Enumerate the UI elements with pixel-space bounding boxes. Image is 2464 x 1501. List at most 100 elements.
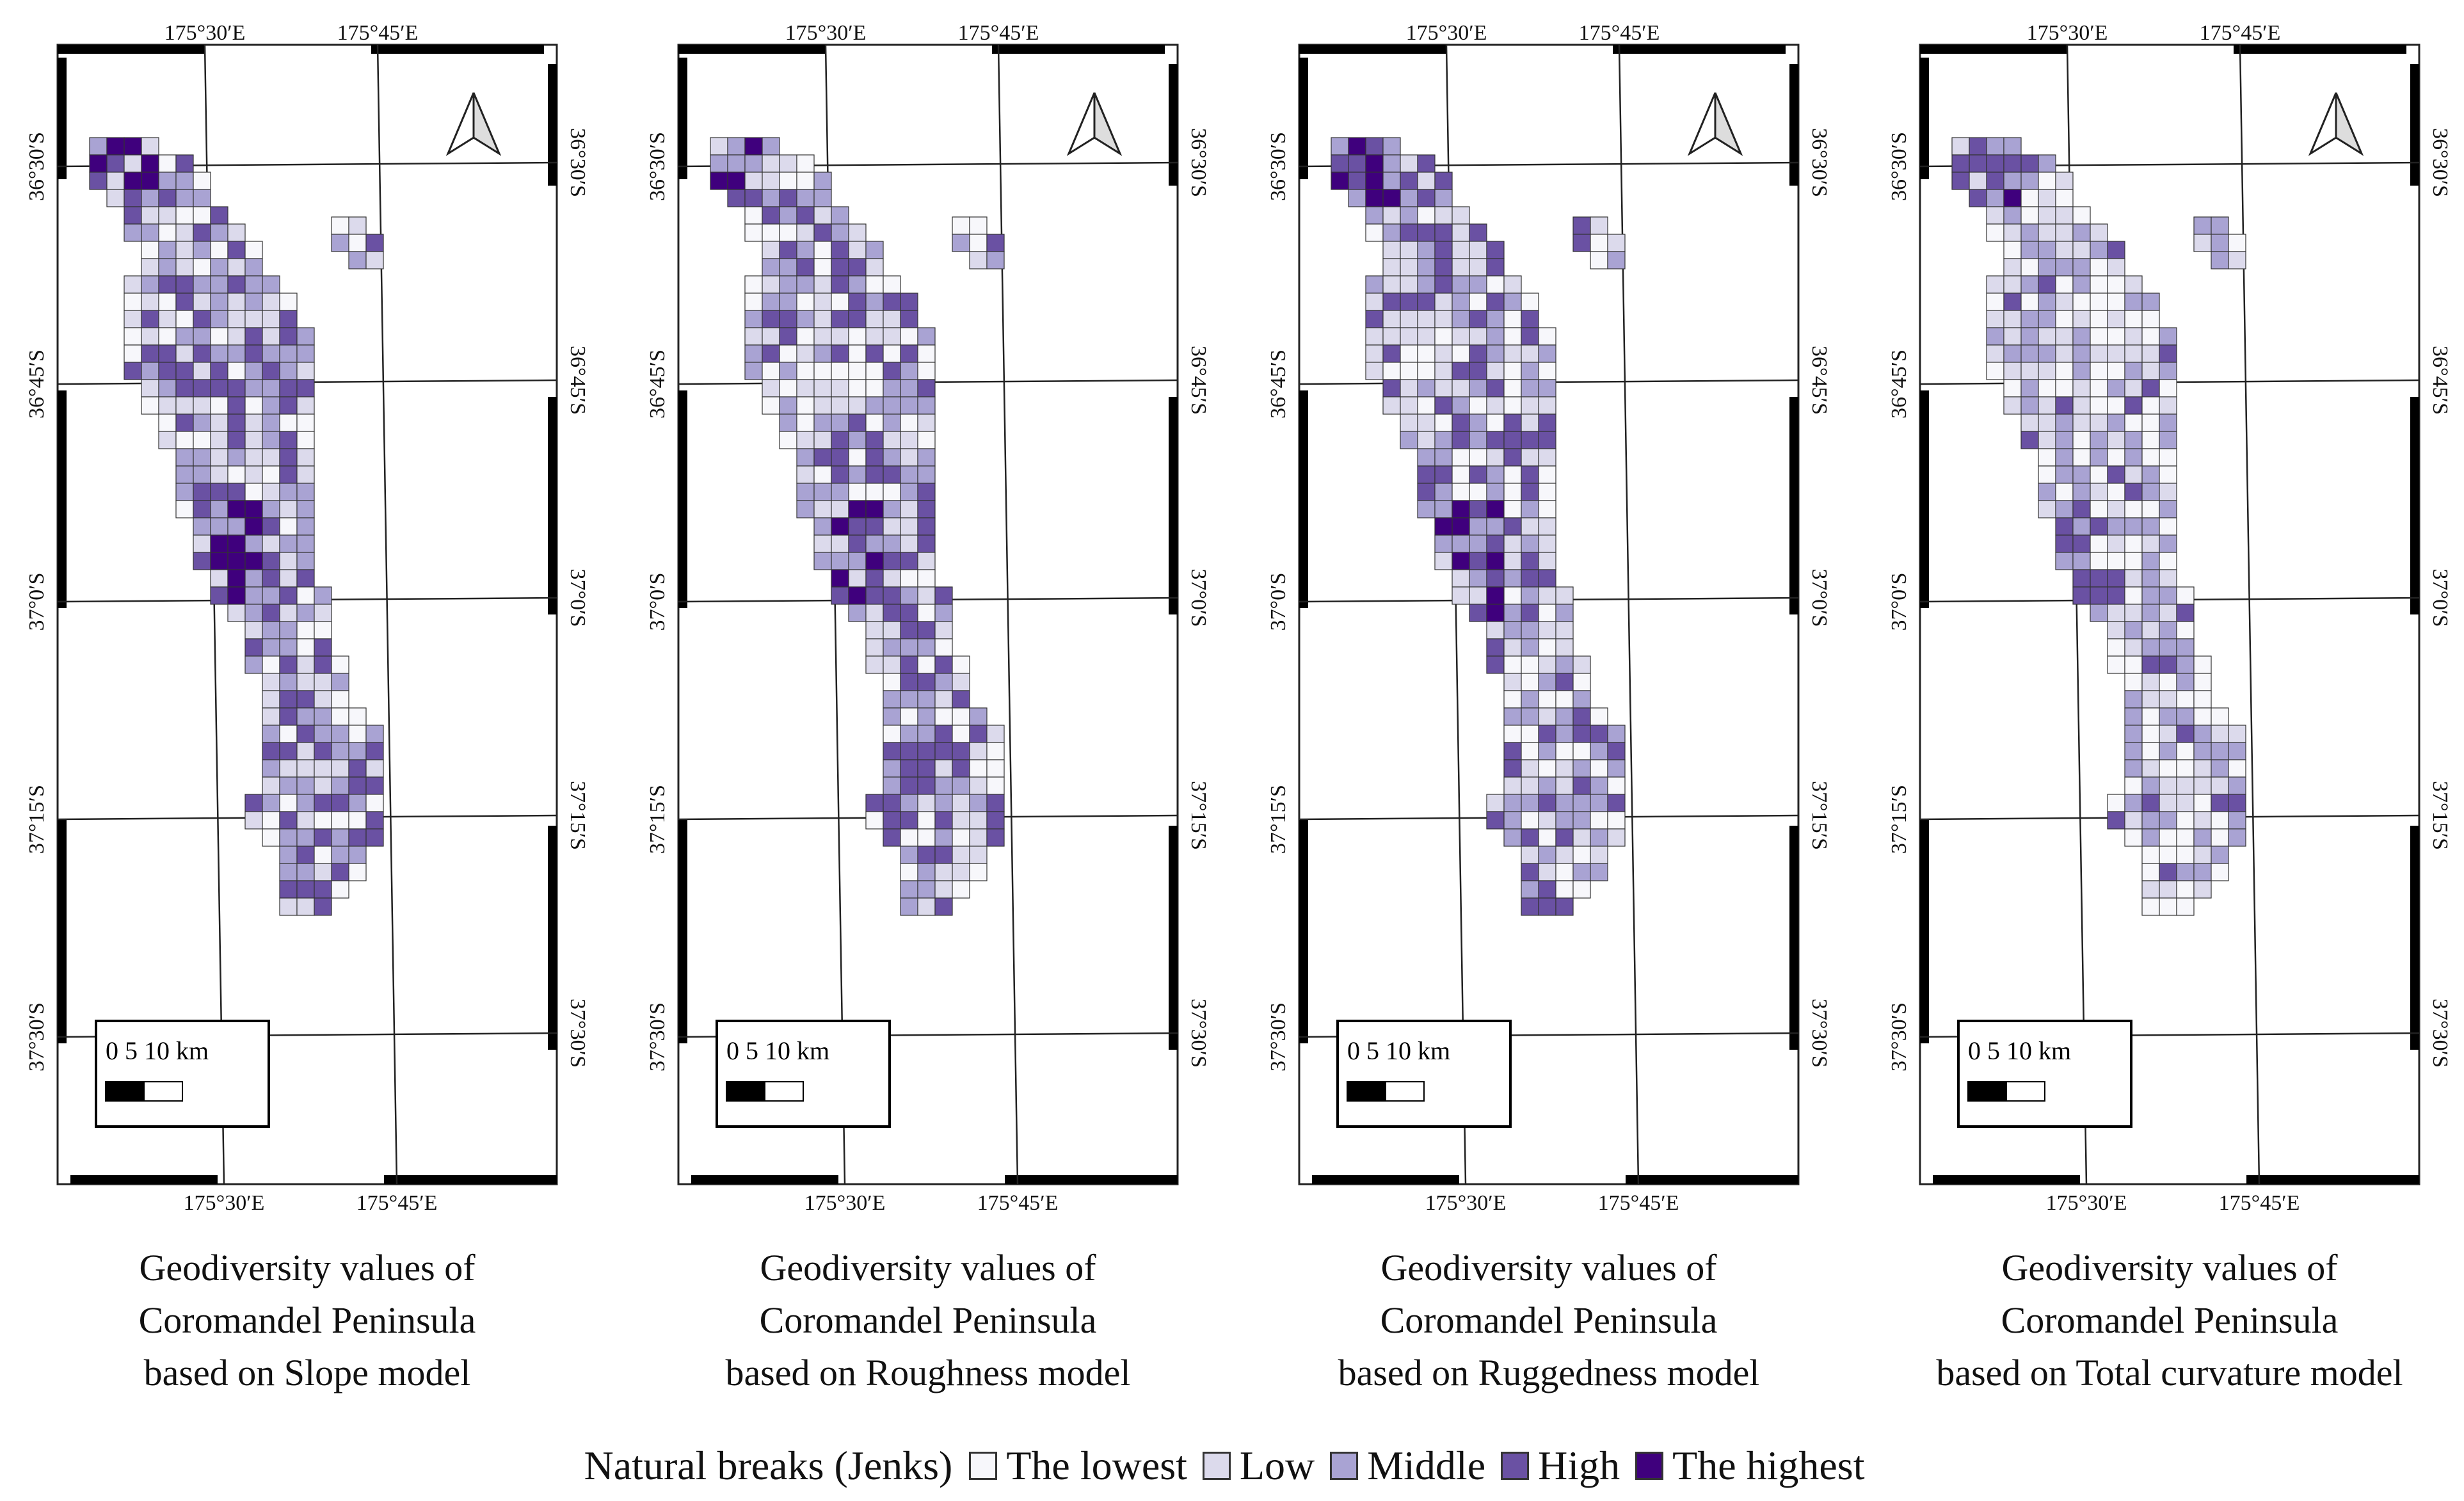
grid-cell (262, 344, 280, 363)
grid-cell (1417, 431, 1436, 449)
grid-cell (175, 396, 194, 415)
grid-cell (2193, 863, 2212, 881)
grid-cell (279, 604, 298, 622)
grid-cell (2176, 604, 2195, 622)
grid-cell (175, 413, 194, 432)
grid-cell (2159, 483, 2177, 501)
grid-cell (848, 396, 867, 415)
grid-cell (193, 189, 211, 207)
grid-cell (1400, 431, 1418, 449)
grid-cell (865, 655, 884, 674)
graticule-bar (1789, 64, 1798, 186)
grid-cell (1434, 241, 1453, 259)
grid-cell (331, 742, 349, 760)
grid-cell (2003, 206, 2022, 225)
grid-cell (865, 293, 884, 311)
grid-cell (2228, 725, 2246, 743)
grid-cell (1538, 897, 1556, 916)
caption-line-2: Coromandel Peninsula (138, 1299, 476, 1341)
grid-cell (865, 534, 884, 553)
grid-cell (762, 362, 780, 380)
grid-cell (2141, 897, 2160, 916)
grid-cell (2107, 413, 2125, 432)
grid-cell (244, 552, 263, 570)
grid-cell (1503, 621, 1522, 639)
grid-cell (831, 413, 849, 432)
grid-cell (227, 465, 246, 484)
grid-cell (141, 396, 159, 415)
grid-cell (2211, 794, 2229, 812)
grid-cell (1521, 621, 1539, 639)
grid-cell (227, 483, 246, 501)
grid-cell (1417, 275, 1436, 294)
grid-cell (314, 811, 332, 830)
grid-cell (1382, 241, 1401, 259)
grid-cell (262, 534, 280, 553)
grid-cell (2176, 621, 2195, 639)
grid-cell (296, 413, 315, 432)
grid-cell (2141, 448, 2160, 467)
grid-cell (900, 396, 918, 415)
grid-cell (210, 431, 228, 449)
lat-tick-label: 37°30′S (1887, 1002, 1911, 1072)
grid-cell (1434, 534, 1453, 553)
grid-cell (1486, 534, 1505, 553)
grid-cell (1521, 880, 1539, 899)
grid-cell (2020, 223, 2039, 242)
grid-cell (141, 293, 159, 311)
grid-cell (296, 863, 315, 881)
grid-cell (141, 189, 159, 207)
grid-cell (1503, 655, 1522, 674)
grid-cell (296, 742, 315, 760)
grid-cell (1538, 794, 1556, 812)
grid-cell (2141, 465, 2160, 484)
lon-tick-label: 175°45′E (977, 1191, 1059, 1215)
grid-cell (762, 396, 780, 415)
grid-cell (1538, 534, 1556, 553)
lon-tick-label: 175°30′E (785, 21, 867, 45)
grid-cell (2020, 327, 2039, 346)
grid-cell (900, 310, 918, 328)
lon-tick-label: 175°45′E (356, 1191, 438, 1215)
grid-cell (314, 828, 332, 847)
grid-cell (865, 431, 884, 449)
grid-cell (1486, 500, 1505, 518)
grid-cell (1365, 327, 1384, 346)
grid-cell (279, 534, 298, 553)
map-ruggedness: 0 5 10 km 175°30′E 175°30′E 175°45′E 175°45′… (1267, 21, 1831, 1215)
grid-cell (2159, 552, 2177, 570)
grid-cell (2055, 362, 2074, 380)
grid-cell (2141, 673, 2160, 691)
grid-cell (1590, 794, 1608, 812)
graticule-bar (2410, 64, 2419, 186)
grid-cell (762, 241, 780, 259)
grid-cell (813, 431, 832, 449)
grid-cell (2003, 379, 2022, 397)
grid-cell (2124, 655, 2143, 674)
grid-cell (969, 216, 988, 235)
grid-cell (1434, 500, 1453, 518)
lat-tick-label: 37°0′S (566, 569, 589, 627)
grid-cell (2055, 500, 2074, 518)
legend-item-lowest: The lowest (969, 1442, 1187, 1489)
grid-cell (883, 673, 901, 691)
grid-cell (2159, 500, 2177, 518)
grid-cell (762, 275, 780, 294)
grid-cell (900, 828, 918, 847)
grid-cell (900, 552, 918, 570)
caption-total-curvature: Geodiversity values of Coromandel Penins… (1907, 1242, 2432, 1399)
grid-cell (1521, 828, 1539, 847)
grid-cell (2038, 241, 2056, 259)
grid-cell (1521, 431, 1539, 449)
grid-cell (141, 223, 159, 242)
grid-cell (227, 569, 246, 588)
grid-cell (727, 137, 746, 156)
grid-cell (813, 413, 832, 432)
grid-cell (1969, 172, 1987, 190)
grid-cell (952, 707, 970, 726)
grid-cell (1538, 344, 1556, 363)
lon-tick-label: 175°45′E (337, 21, 419, 45)
grid-cell (744, 154, 763, 173)
grid-cell (279, 327, 298, 346)
grid-cell (279, 673, 298, 691)
